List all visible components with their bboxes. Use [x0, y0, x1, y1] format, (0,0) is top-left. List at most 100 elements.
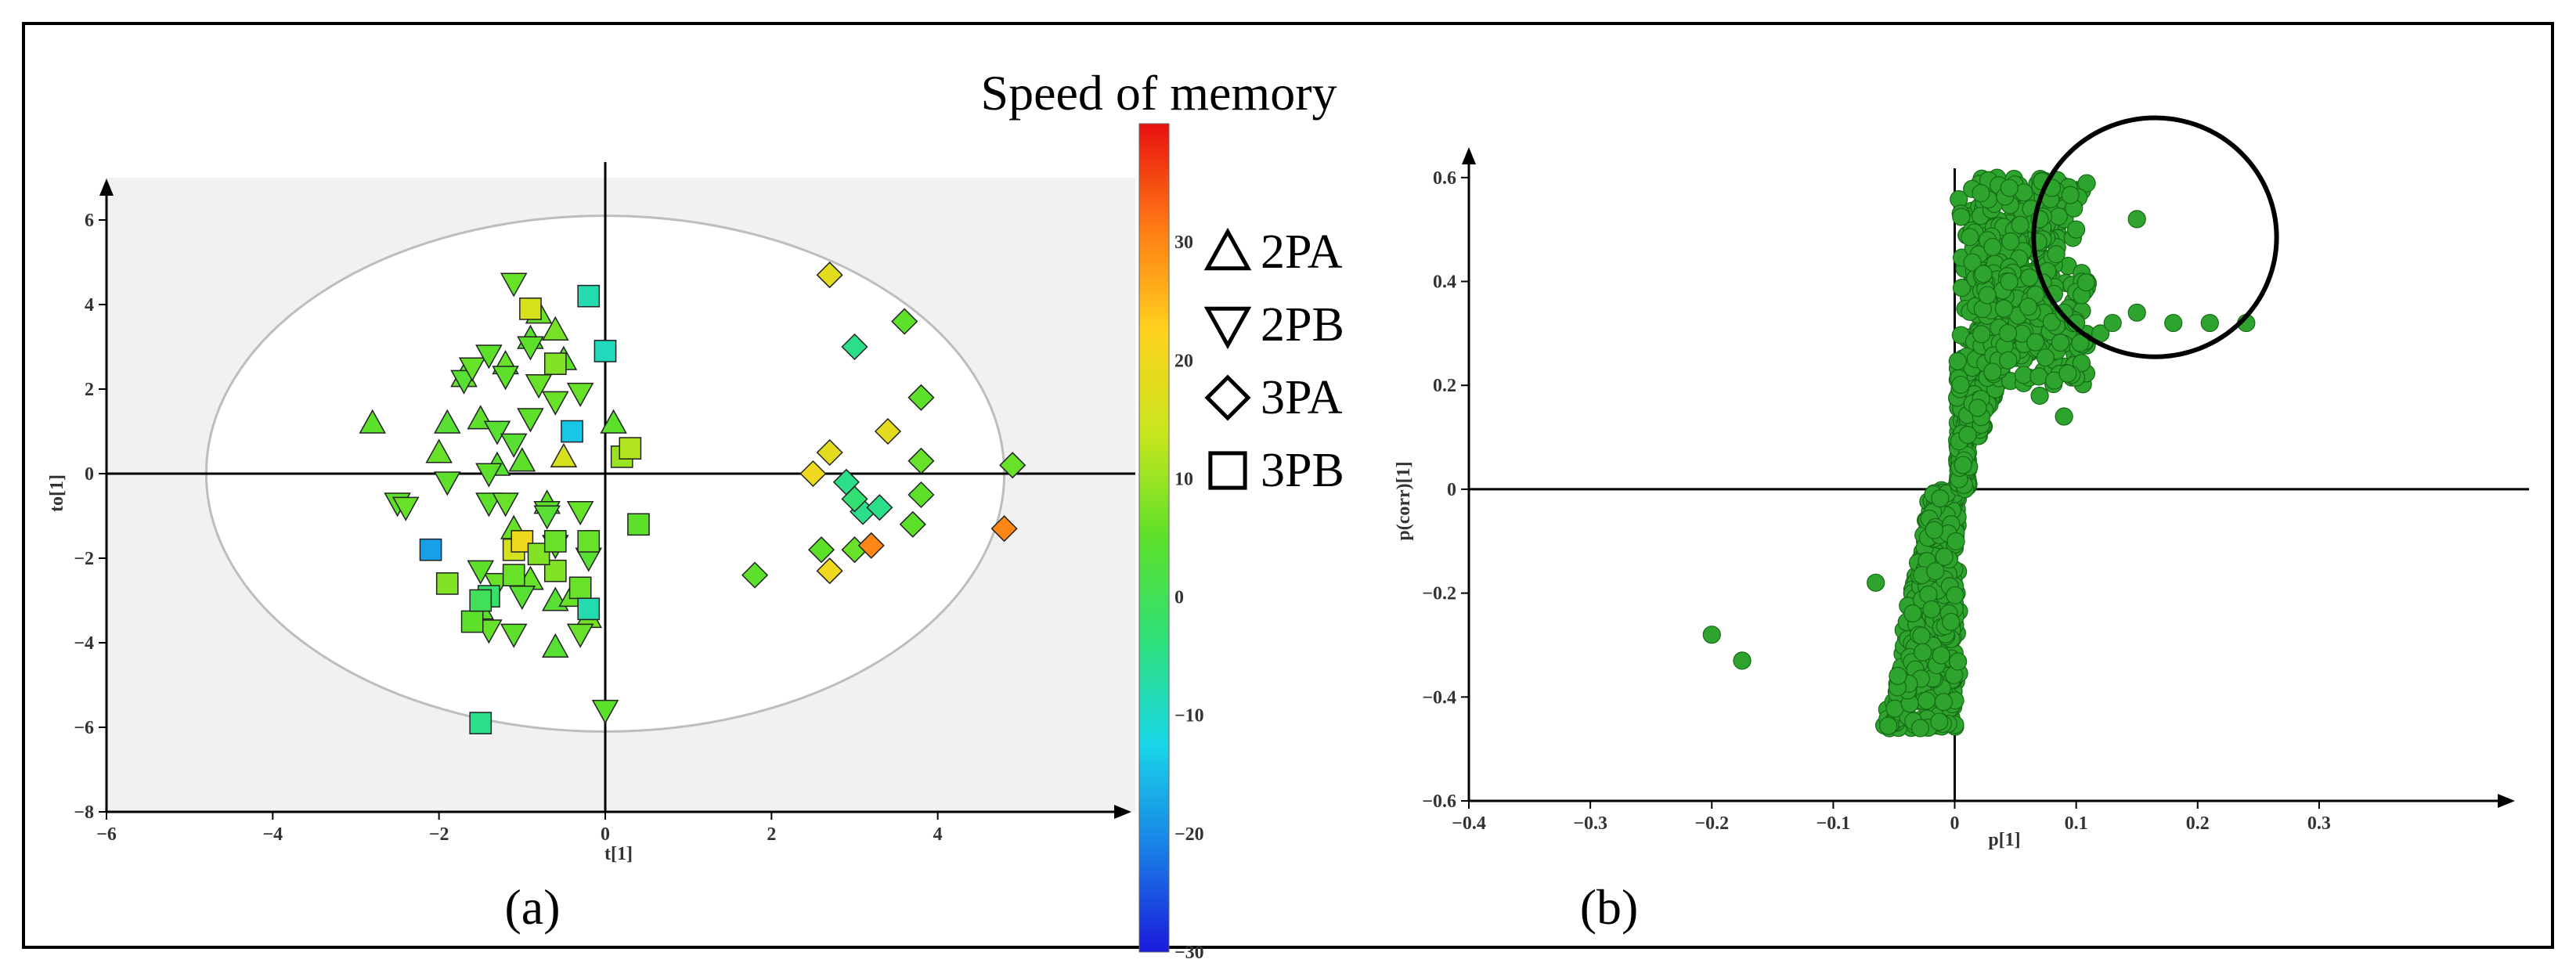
panel-b-x-tick-label: 0.2 — [2186, 813, 2210, 834]
point-2pb — [566, 382, 594, 407]
point-2pa — [542, 633, 569, 658]
variable-point — [1914, 643, 1932, 662]
point-3pb — [419, 538, 442, 561]
panel-b-x-tick-label: −0.1 — [1817, 813, 1851, 834]
point-3pb — [543, 530, 567, 553]
point-3pb — [619, 437, 642, 460]
variable-point — [1931, 489, 1950, 508]
variable-point — [2047, 245, 2065, 264]
panel-a-y-tick-label: −4 — [74, 633, 94, 654]
variable-point — [1998, 323, 2017, 343]
panel-a-y-tick-label: −2 — [74, 549, 94, 569]
panel-b-y-tick-label: −0.2 — [1422, 584, 1456, 604]
panel-b-x-axis-arrow — [2498, 794, 2515, 808]
panel-b-x-tick-label: −0.4 — [1452, 813, 1486, 834]
variable-point — [1912, 626, 1931, 645]
point-2pa — [425, 438, 453, 463]
point-3pa — [841, 485, 868, 513]
panel-b-y-tick-label: 0.4 — [1433, 272, 1456, 293]
variable-point — [1951, 375, 1970, 395]
point-2pa — [508, 447, 536, 472]
point-3pa — [907, 447, 935, 474]
panel-a-y-axis-label: to[1] — [47, 474, 67, 512]
panel-a-y-tick-label: 4 — [85, 295, 94, 316]
variable-point — [1958, 425, 1977, 445]
point-3pa — [990, 515, 1018, 543]
colorbar-gradient — [1138, 123, 1170, 953]
highlight-ellipse-shape — [2031, 115, 2279, 359]
colorbar-tick-label: −20 — [1174, 824, 1204, 845]
variable-point — [2049, 207, 2068, 226]
point-2pb — [542, 391, 569, 416]
point-2pb — [517, 408, 544, 433]
variable-point — [1983, 237, 2002, 257]
variable-point — [2051, 334, 2070, 352]
legend-marker-diamond — [1204, 374, 1251, 421]
point-3pa — [816, 438, 843, 467]
panel-b-highlight-ellipse — [2031, 115, 2279, 359]
panel-a-x-axis-arrow — [1114, 805, 1131, 819]
variable-point — [1922, 600, 1941, 619]
variable-point — [2127, 303, 2146, 322]
panel-b-y-tick-label: −0.4 — [1422, 687, 1456, 708]
variable-point — [2200, 313, 2219, 333]
variable-point — [2000, 178, 2019, 197]
point-2pb — [500, 623, 528, 648]
panel-b-variable-cloud — [1874, 168, 2098, 737]
panel-b-y-tick-label: 0.2 — [1433, 376, 1456, 396]
point-3pa — [891, 308, 918, 335]
point-2pa — [600, 409, 627, 434]
point-3pa — [841, 333, 868, 361]
point-2pb — [492, 492, 519, 517]
point-2pb — [500, 433, 528, 458]
variable-point — [1934, 693, 1953, 712]
variable-point — [1910, 719, 1930, 737]
panel-a-x-tick-label: −2 — [429, 824, 449, 845]
point-3pb — [593, 340, 617, 362]
point-3pb — [561, 420, 583, 443]
point-2pb — [458, 357, 486, 382]
marker-legend: 2PA 2PB 3PA 3PB — [1203, 225, 1344, 497]
panel-a-points — [359, 261, 1026, 734]
variable-point — [1879, 716, 1898, 735]
point-2pa — [542, 316, 569, 341]
panel-b-y-tick-label: −0.6 — [1422, 792, 1456, 812]
panel-b-caption: (b) — [1580, 879, 1639, 935]
point-2pb — [500, 272, 528, 297]
variable-point — [1702, 626, 1721, 644]
variable-point — [1963, 253, 1982, 272]
point-2pb — [475, 344, 503, 370]
panel-b-x-axis-label: p[1] — [1988, 830, 2020, 850]
variable-point — [2071, 334, 2090, 352]
variable-point — [2061, 186, 2080, 204]
legend-label: 2PA — [1261, 225, 1343, 279]
panel-a-y-tick-label: 6 — [85, 211, 94, 231]
panel-b-x-tick-label: 0.1 — [2065, 813, 2088, 834]
colorbar-tick-label: 30 — [1174, 233, 1193, 253]
legend-item-3pb: 3PB — [1208, 444, 1344, 497]
variable-point — [1733, 651, 1752, 670]
variable-point — [2058, 364, 2077, 383]
legend-marker-triangle-down — [1203, 306, 1252, 350]
legend-marker-triangle-up — [1203, 227, 1252, 271]
panel-a-y-tick-label: −8 — [74, 802, 94, 823]
figure-border — [22, 22, 2554, 949]
panel-b-axes: −0.4 −0.3 −0.2 −0.1 0 0.1 0.2 0.3−0.6−0.4−0.200… — [1422, 147, 2529, 834]
panel-a-x-tick-label: 0 — [601, 824, 610, 845]
variable-point — [1946, 586, 1964, 604]
point-2pb — [475, 492, 503, 517]
point-2pb — [391, 496, 420, 521]
point-2pb — [517, 336, 544, 361]
point-3pa — [907, 481, 935, 509]
variable-point — [1949, 652, 1968, 671]
point-3pa — [874, 417, 902, 445]
point-3pb — [577, 597, 601, 621]
colorbar-tick-label: −10 — [1174, 706, 1204, 727]
variable-point — [1917, 691, 1936, 710]
variable-point — [1919, 585, 1938, 604]
legend-label: 3PA — [1261, 371, 1343, 424]
point-3pa — [807, 536, 835, 564]
legend-item-2pa: 2PA — [1203, 225, 1343, 279]
